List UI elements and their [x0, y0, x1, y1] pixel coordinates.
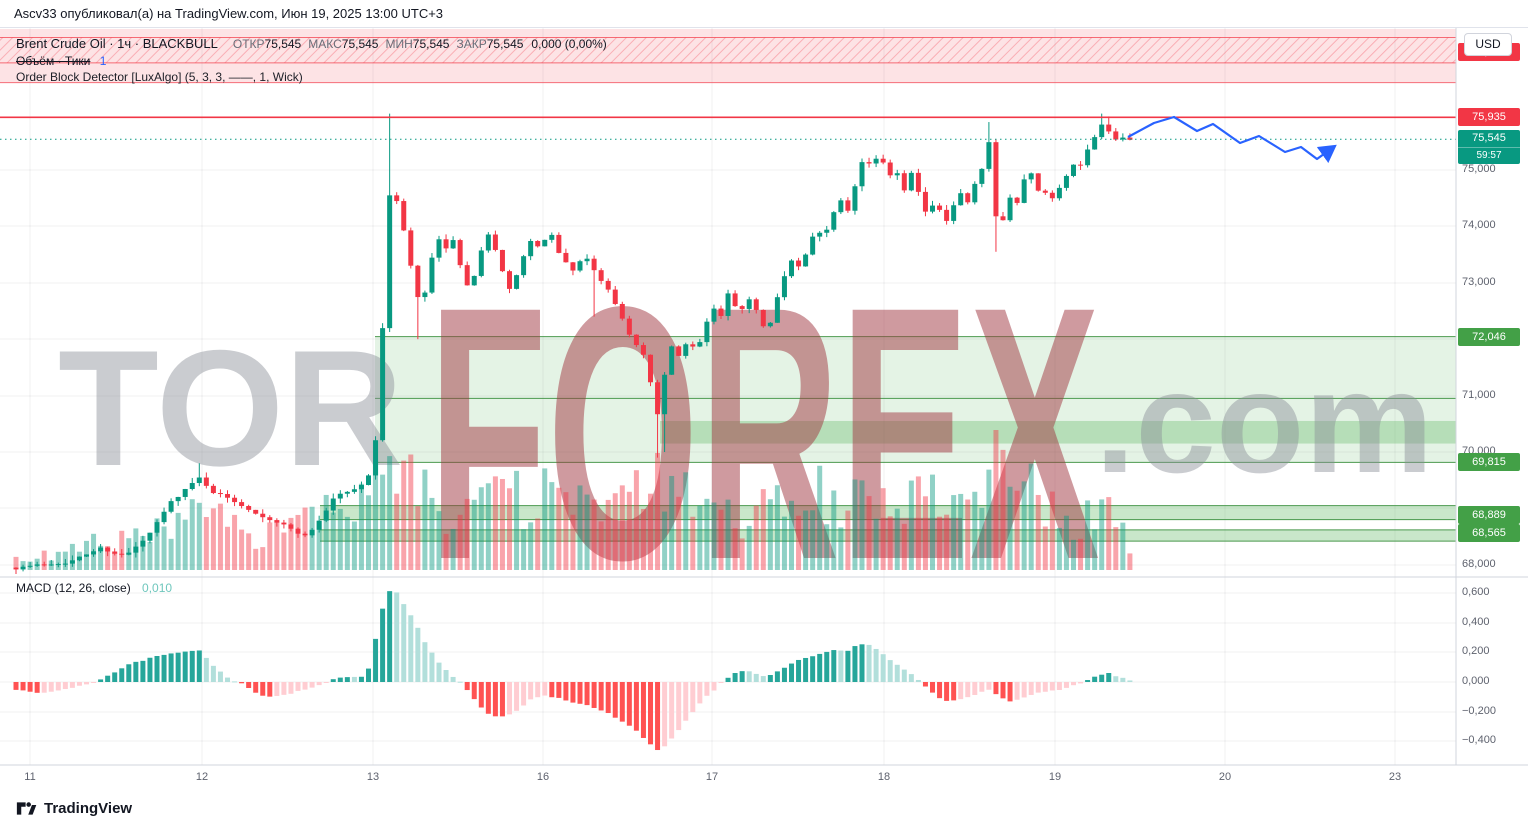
change-value: 0,000 (0,00%) [531, 37, 607, 51]
watermark: TOR FOREX.com [58, 232, 1433, 635]
symbol-legend: Brent Crude Oil · 1ч · BLACKBULL ОТКР75,5… [16, 36, 607, 51]
volume-indicator-legend[interactable]: Объём · Тики 1 [16, 54, 106, 68]
symbol-title[interactable]: Brent Crude Oil · 1ч · BLACKBULL [16, 36, 218, 51]
volume-indicator-title[interactable]: Объём · Тики [16, 54, 91, 68]
grid-layer [0, 28, 1456, 765]
orderblock-zones-layer [0, 29, 1456, 542]
tradingview-logo-icon[interactable] [16, 798, 37, 819]
macd-indicator-value: 0,010 [142, 581, 173, 595]
macd-indicator-legend[interactable]: MACD (12, 26, close) 0,010 [16, 581, 172, 595]
price-lines-layer [0, 116, 1456, 140]
open-label: ОТКР [232, 37, 265, 51]
macd-layer [13, 591, 1133, 751]
orderblock-indicator-legend[interactable]: Order Block Detector [LuxAlgo] (5, 3, 3,… [16, 70, 303, 84]
candles-layer [13, 113, 1133, 574]
close-label: ЗАКР [456, 37, 487, 51]
macd-indicator-title[interactable]: MACD (12, 26, close) [16, 581, 131, 595]
publisher-text: Ascv33 опубликовал(а) на TradingView.com… [14, 6, 444, 21]
pane-separators [0, 28, 1528, 766]
svg-text:.com: .com [1095, 341, 1433, 503]
svg-text:TOR: TOR [58, 316, 403, 500]
tradingview-wordmark[interactable]: TradingView [44, 800, 133, 817]
low-label: МИН [385, 37, 413, 51]
close-value: 75,545 [486, 37, 524, 51]
footer: TradingView [16, 798, 133, 819]
low-value: 75,545 [412, 37, 450, 51]
open-value: 75,545 [264, 37, 302, 51]
currency-button[interactable]: USD [1464, 33, 1512, 56]
high-label: МАКС [308, 37, 342, 51]
projection-arrow[interactable] [1127, 115, 1337, 164]
publisher-bar: Ascv33 опубликовал(а) на TradingView.com… [0, 0, 1528, 28]
svg-text:FOREX: FOREX [428, 232, 1101, 635]
volume-indicator-badge: 1 [99, 54, 107, 68]
high-value: 75,545 [341, 37, 379, 51]
